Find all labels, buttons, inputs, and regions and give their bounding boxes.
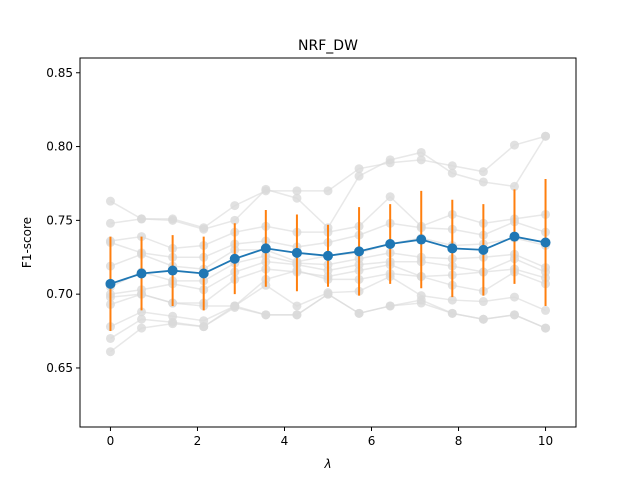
- background-point: [137, 314, 147, 324]
- background-point: [230, 201, 240, 211]
- background-point: [105, 196, 115, 206]
- background-point: [541, 131, 551, 141]
- y-tick-label: 0.65: [46, 361, 73, 375]
- background-point: [199, 322, 209, 332]
- background-point: [385, 192, 395, 202]
- background-point: [509, 181, 519, 191]
- background-point: [478, 314, 488, 324]
- background-point: [354, 171, 364, 181]
- background-point: [230, 302, 240, 312]
- x-tick-label: 2: [194, 434, 202, 448]
- background-point: [478, 297, 488, 307]
- background-point: [541, 305, 551, 315]
- mean-point: [478, 244, 489, 255]
- background-point: [292, 301, 302, 311]
- x-tick-label: 10: [538, 434, 553, 448]
- background-point: [137, 323, 147, 333]
- mean-point: [167, 265, 178, 276]
- mean-point: [198, 268, 209, 279]
- background-point: [447, 295, 457, 305]
- background-point: [416, 147, 426, 157]
- background-point: [478, 167, 488, 177]
- background-point: [168, 319, 178, 329]
- background-point: [323, 289, 333, 299]
- background-point: [137, 214, 147, 224]
- mean-point: [260, 243, 271, 254]
- y-tick-label: 0.80: [46, 140, 73, 154]
- mean-point: [385, 238, 396, 249]
- background-point: [354, 164, 364, 174]
- x-axis-label: λ: [323, 457, 331, 471]
- background-point: [416, 298, 426, 308]
- background-point: [447, 308, 457, 318]
- y-tick-label: 0.75: [46, 213, 73, 227]
- background-point: [261, 310, 271, 320]
- background-point: [354, 308, 364, 318]
- background-point: [385, 301, 395, 311]
- background-point: [292, 310, 302, 320]
- background-point: [447, 168, 457, 178]
- y-axis-label: F1-score: [20, 217, 34, 268]
- background-point: [137, 307, 147, 317]
- background-point: [105, 347, 115, 357]
- axes-frame: [79, 57, 577, 428]
- mean-point: [291, 247, 302, 258]
- background-point: [509, 140, 519, 150]
- y-tick-label: 0.70: [46, 287, 73, 301]
- y-tick-label: 0.85: [46, 66, 73, 80]
- background-point: [385, 155, 395, 165]
- x-tick-label: 0: [107, 434, 115, 448]
- background-point: [541, 323, 551, 333]
- mean-point: [447, 243, 458, 254]
- axes-group: 0 2 4 6 8 10 0.65 0.70 0.75 0.80 0.85: [46, 57, 577, 448]
- mean-point: [354, 246, 365, 257]
- background-point: [323, 186, 333, 196]
- background-point: [292, 186, 302, 196]
- background-point: [261, 184, 271, 194]
- x-tick-label: 4: [281, 434, 289, 448]
- background-point: [105, 333, 115, 343]
- background-point: [478, 177, 488, 187]
- mean-point: [229, 253, 240, 264]
- mean-point: [540, 237, 551, 248]
- background-point: [447, 161, 457, 171]
- background-point: [168, 215, 178, 225]
- x-tick-label: 8: [455, 434, 463, 448]
- mean-point: [323, 250, 333, 261]
- background-point: [105, 218, 115, 228]
- background-point: [416, 155, 426, 165]
- x-tick-label: 6: [368, 434, 376, 448]
- mean-point: [416, 234, 427, 245]
- background-point: [199, 224, 209, 234]
- mean-series-group: [105, 231, 551, 289]
- background-point: [509, 310, 519, 320]
- background-point: [509, 292, 519, 302]
- mean-point: [136, 268, 147, 279]
- chart-title: NRF_DW: [298, 38, 358, 54]
- background-point: [292, 193, 302, 203]
- background-point: [230, 215, 240, 225]
- mean-point: [105, 278, 116, 289]
- mean-point: [509, 231, 520, 242]
